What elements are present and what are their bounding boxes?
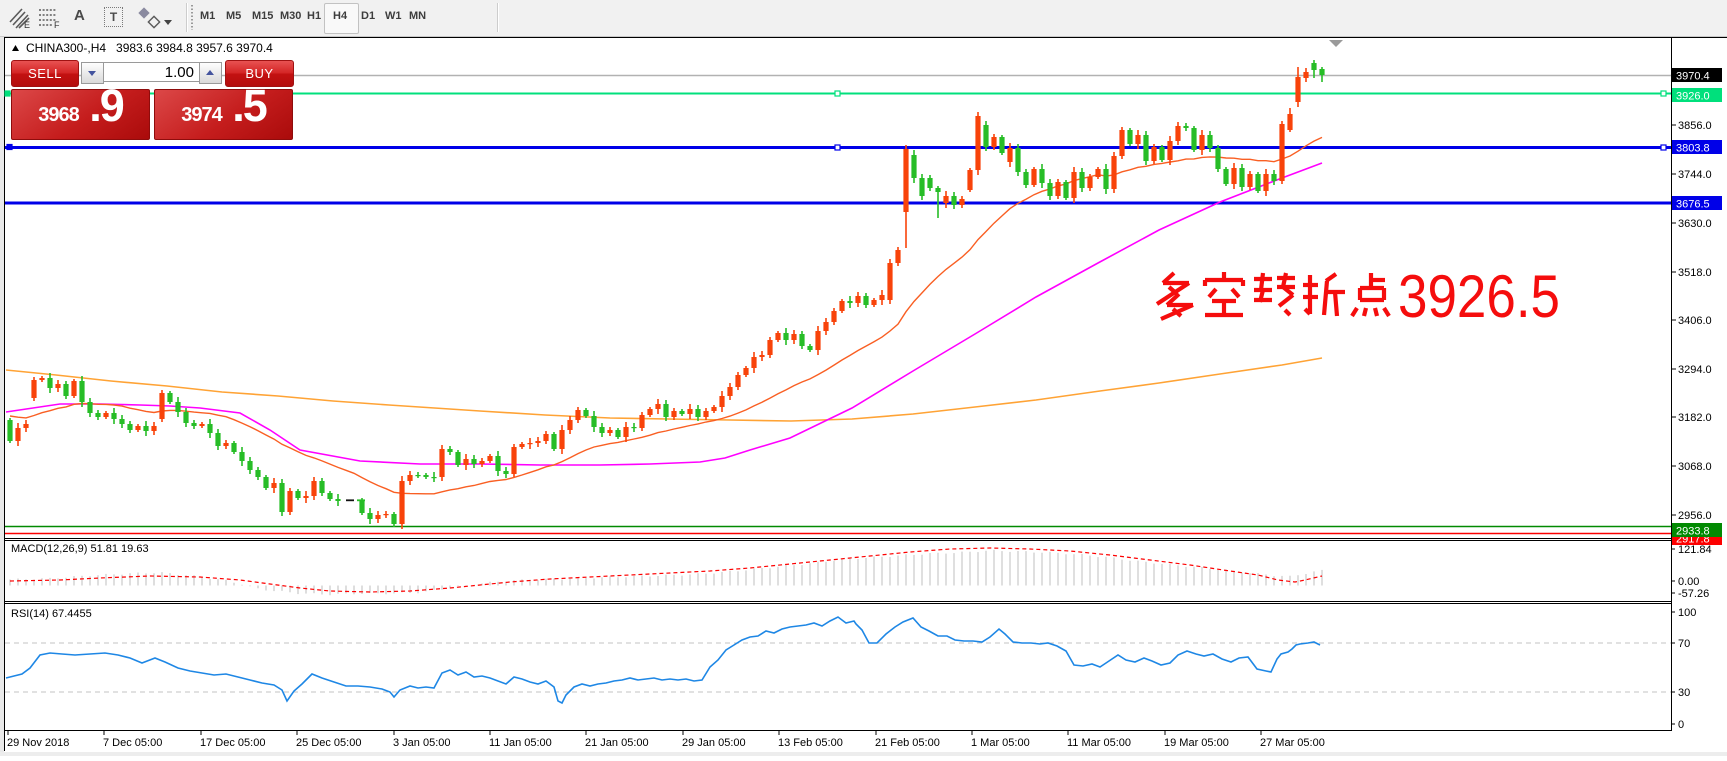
svg-text:3970.4: 3970.4 (1676, 71, 1710, 83)
svg-text:2933.8: 2933.8 (1676, 526, 1710, 538)
svg-text:25 Dec 05:00: 25 Dec 05:00 (296, 737, 361, 749)
svg-text:29 Jan 05:00: 29 Jan 05:00 (682, 737, 746, 749)
svg-text:3 Jan 05:00: 3 Jan 05:00 (393, 737, 451, 749)
svg-text:2956.0: 2956.0 (1678, 510, 1712, 522)
svg-text:3630.0: 3630.0 (1678, 218, 1712, 230)
svg-text:CHINA300-,H4 3983.6 3984.8 3: CHINA300-,H4 3983.6 3984.8 3957.6 3970.4 (26, 41, 273, 55)
svg-text:3803.8: 3803.8 (1676, 143, 1710, 155)
svg-text:3856.0: 3856.0 (1678, 120, 1712, 132)
svg-text:21 Jan 05:00: 21 Jan 05:00 (585, 737, 649, 749)
svg-text:E: E (24, 20, 30, 30)
svg-text:0.00: 0.00 (1678, 576, 1699, 588)
svg-text:17 Dec 05:00: 17 Dec 05:00 (200, 737, 265, 749)
svg-text:0: 0 (1678, 719, 1684, 731)
svg-text:30: 30 (1678, 687, 1690, 699)
svg-text:3182.0: 3182.0 (1678, 412, 1712, 424)
svg-text:3926.0: 3926.0 (1676, 91, 1710, 103)
svg-text:13 Feb 05:00: 13 Feb 05:00 (778, 737, 843, 749)
svg-text:7 Dec 05:00: 7 Dec 05:00 (103, 737, 162, 749)
svg-text:3294.0: 3294.0 (1678, 364, 1712, 376)
svg-text:3676.5: 3676.5 (1676, 199, 1710, 211)
svg-text:RSI(14) 67.4455: RSI(14) 67.4455 (11, 608, 92, 620)
svg-text:3518.0: 3518.0 (1678, 267, 1712, 279)
svg-text:19 Mar 05:00: 19 Mar 05:00 (1164, 737, 1229, 749)
svg-text:-57.26: -57.26 (1678, 588, 1709, 600)
svg-text:29 Nov 2018: 29 Nov 2018 (7, 737, 69, 749)
svg-text:3744.0: 3744.0 (1678, 169, 1712, 181)
svg-text:3926.5: 3926.5 (1398, 263, 1560, 330)
svg-text:F: F (54, 20, 60, 30)
svg-text:3406.0: 3406.0 (1678, 315, 1712, 327)
svg-text:70: 70 (1678, 638, 1690, 650)
svg-text:11 Mar 05:00: 11 Mar 05:00 (1067, 737, 1131, 749)
svg-text:21 Feb 05:00: 21 Feb 05:00 (875, 737, 940, 749)
svg-text:1 Mar 05:00: 1 Mar 05:00 (971, 737, 1030, 749)
svg-text:MACD(12,26,9) 51.81 19.63: MACD(12,26,9) 51.81 19.63 (11, 543, 149, 555)
svg-text:11 Jan 05:00: 11 Jan 05:00 (489, 737, 552, 749)
svg-text:121.84: 121.84 (1678, 544, 1712, 556)
svg-text:3068.0: 3068.0 (1678, 461, 1712, 473)
svg-text:27 Mar 05:00: 27 Mar 05:00 (1260, 737, 1325, 749)
svg-text:100: 100 (1678, 607, 1696, 619)
